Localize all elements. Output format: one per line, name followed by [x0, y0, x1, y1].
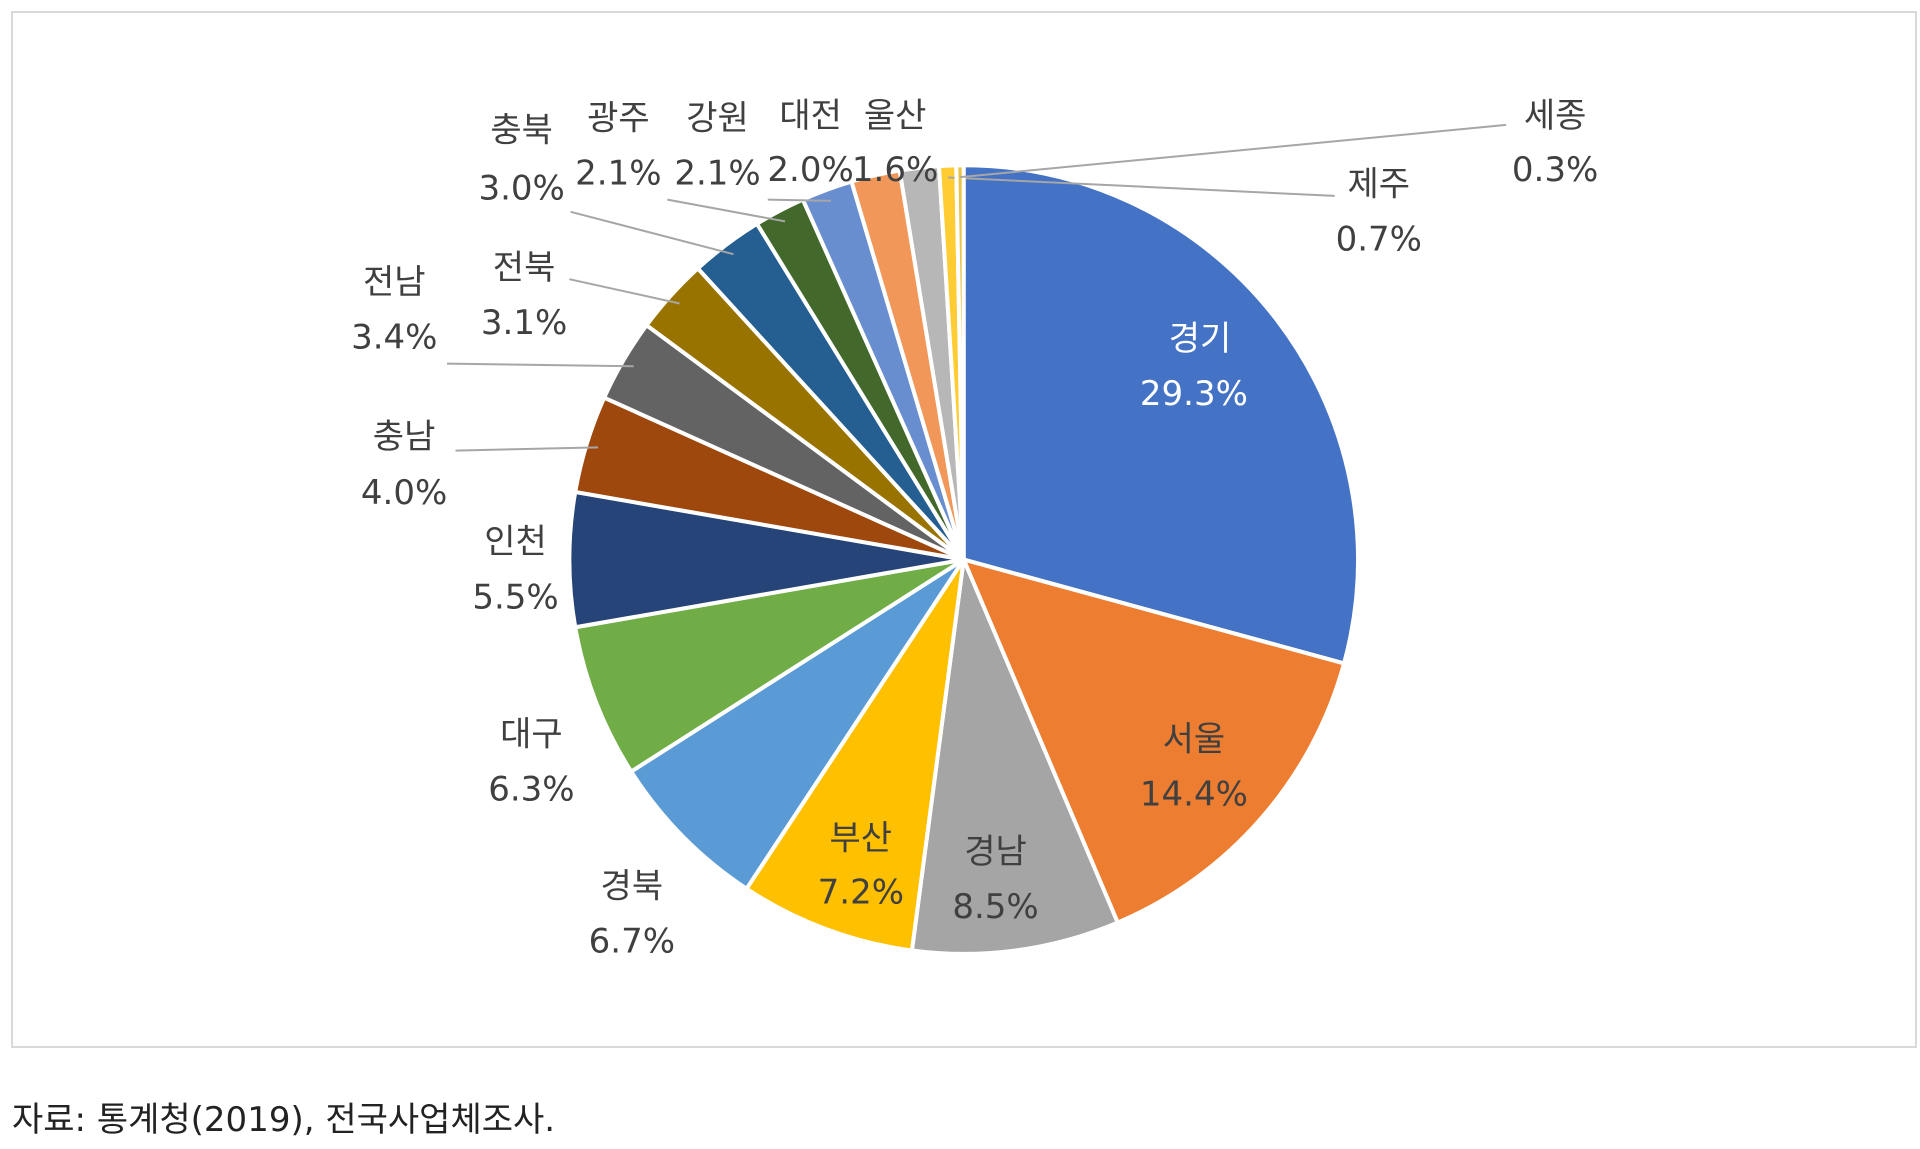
pie-slice	[567, 489, 965, 630]
slice-label: 충남	[373, 417, 436, 457]
slice-label: 광주	[587, 99, 650, 139]
pie-slice	[628, 557, 966, 892]
value-label: 2.0%	[767, 150, 853, 190]
pie-slice	[743, 558, 966, 953]
value-label: 1.6%	[852, 150, 938, 190]
value-label: 8.5%	[952, 887, 1038, 927]
slice-label: 경남	[964, 832, 1027, 872]
value-label: 3.0%	[478, 168, 564, 208]
value-label: 29.3%	[1140, 374, 1248, 414]
slice-label: 경기	[1169, 319, 1232, 359]
slice-label: 강원	[686, 99, 749, 139]
slice-label: 서울	[1163, 719, 1226, 759]
pie-slice	[960, 556, 1347, 926]
pie-slice	[954, 163, 966, 560]
value-label: 14.4%	[1140, 774, 1248, 814]
slice-label: 대전	[779, 96, 842, 136]
leader-line	[569, 278, 680, 305]
slice-label: 제주	[1348, 165, 1411, 205]
slice-label: 인천	[484, 522, 547, 562]
value-label: 6.7%	[589, 921, 675, 961]
value-label: 2.1%	[575, 154, 661, 194]
leader-line	[948, 176, 1335, 197]
slice-label: 울산	[864, 96, 927, 136]
chart: 경기 29.3% 서울 14.4% 경남 8.5% 부산 7.2% 경북 6.7% 대구 6.3% 인천…	[11, 11, 1917, 1048]
value-label: 7.2%	[818, 872, 904, 912]
value-label: 6.3%	[488, 770, 574, 810]
slice-label: 경북	[601, 866, 664, 906]
leader-line	[959, 123, 1507, 179]
value-label: 3.1%	[481, 303, 567, 343]
value-label: 5.5%	[472, 577, 558, 617]
leader-line	[455, 446, 599, 452]
pie-slice	[961, 163, 1360, 666]
slice-label: 부산	[830, 819, 893, 859]
leader-line	[446, 362, 634, 368]
value-label: 0.3%	[1512, 150, 1598, 190]
value-label: 2.1%	[674, 154, 760, 194]
slice-label: 전남	[363, 263, 426, 303]
pie-slice	[909, 552, 1121, 956]
slice-label: 대구	[500, 714, 563, 754]
slice-label: 전북	[493, 248, 556, 288]
leader-line	[767, 198, 832, 202]
pie-slice	[572, 557, 965, 775]
leader-line	[570, 210, 734, 256]
slice-label: 세종	[1524, 96, 1587, 136]
source-note: 자료: 통계청(2019), 전국사업체조사.	[12, 1100, 556, 1140]
value-label: 4.0%	[361, 473, 447, 513]
leader-line	[667, 198, 786, 223]
value-label: 0.7%	[1336, 220, 1422, 260]
value-label: 3.4%	[351, 318, 437, 358]
slice-label: 충북	[490, 111, 553, 151]
